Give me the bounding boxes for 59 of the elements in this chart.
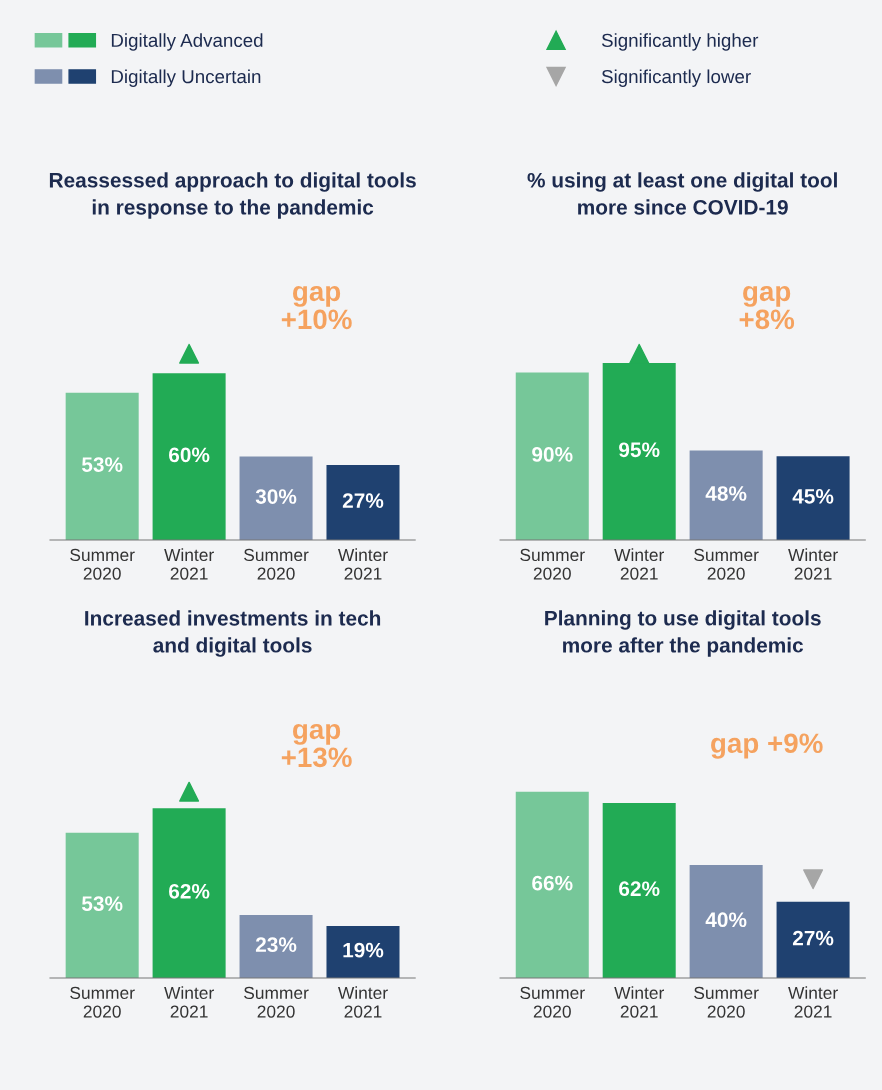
data-label: 62% xyxy=(169,883,210,899)
x-tick-label: Summer 2020 xyxy=(694,986,759,1018)
data-label: 60% xyxy=(169,447,210,463)
text: gap +10% xyxy=(281,285,352,330)
text: gap +9% xyxy=(711,733,823,759)
x-tick-label: Summer 2020 xyxy=(520,986,585,1018)
data-label: 40% xyxy=(705,912,747,928)
data-label: 30% xyxy=(255,489,297,504)
bar xyxy=(239,914,313,978)
bar xyxy=(776,456,850,540)
legend-label: Significantly lower xyxy=(601,69,751,87)
x-tick-label: Winter 2021 xyxy=(164,986,214,1018)
x-tick-label: Winter 2021 xyxy=(337,986,388,1018)
chart-title: Planning to use digital tools more after the pandemic xyxy=(545,610,821,657)
bar xyxy=(326,464,400,540)
x-tick-label: Summer 2020 xyxy=(70,548,135,580)
legend-label: Significantly higher xyxy=(601,33,759,51)
text: gap +8% xyxy=(739,285,795,330)
data-label: 45% xyxy=(792,488,834,504)
data-label: 27% xyxy=(342,493,384,509)
bar xyxy=(515,372,589,540)
legend-label: Digitally Uncertain xyxy=(111,69,261,87)
chart-title: % using at least one digital tool more since COVID-19 xyxy=(527,172,837,215)
x-tick-label: Summer 2020 xyxy=(694,548,759,580)
chart-title: Reassessed approach to digital tools in response to the pandemic xyxy=(49,172,416,219)
x-tick-label: Winter 2021 xyxy=(614,548,664,580)
x-tick-label: Winter 2021 xyxy=(788,986,838,1018)
data-label: 66% xyxy=(532,875,573,891)
bar xyxy=(152,373,226,540)
bar xyxy=(326,925,400,978)
bar xyxy=(515,791,589,978)
data-label: 23% xyxy=(255,937,297,953)
x-tick-label: Summer 2020 xyxy=(244,986,309,1018)
data-label: 27% xyxy=(792,930,834,946)
bar xyxy=(65,392,139,540)
chart-title: Increased investments in tech and digital tools xyxy=(85,610,381,657)
x-tick-label: Summer 2020 xyxy=(244,548,309,580)
bar xyxy=(239,456,313,540)
bar xyxy=(602,803,676,978)
x-tick-label: Winter 2021 xyxy=(614,986,664,1018)
bar xyxy=(689,450,763,540)
data-label: 62% xyxy=(619,881,660,897)
x-tick-label: Winter 2021 xyxy=(337,548,388,580)
bar xyxy=(689,865,763,978)
bar xyxy=(152,808,226,978)
legend-label: Digitally Advanced xyxy=(111,33,263,51)
x-tick-label: Winter 2021 xyxy=(164,548,214,580)
x-tick-label: Summer 2020 xyxy=(520,548,585,580)
data-label: 53% xyxy=(81,896,123,912)
bar xyxy=(65,832,139,978)
x-tick-label: Winter 2021 xyxy=(788,548,838,580)
text: gap +13% xyxy=(281,723,352,768)
data-label: 19% xyxy=(343,942,384,958)
x-tick-label: Summer 2020 xyxy=(70,986,135,1018)
data-label: 48% xyxy=(705,486,747,501)
data-label: 53% xyxy=(81,457,123,472)
data-label: 95% xyxy=(619,442,660,458)
data-label: 90% xyxy=(532,447,573,462)
bar xyxy=(776,901,850,978)
